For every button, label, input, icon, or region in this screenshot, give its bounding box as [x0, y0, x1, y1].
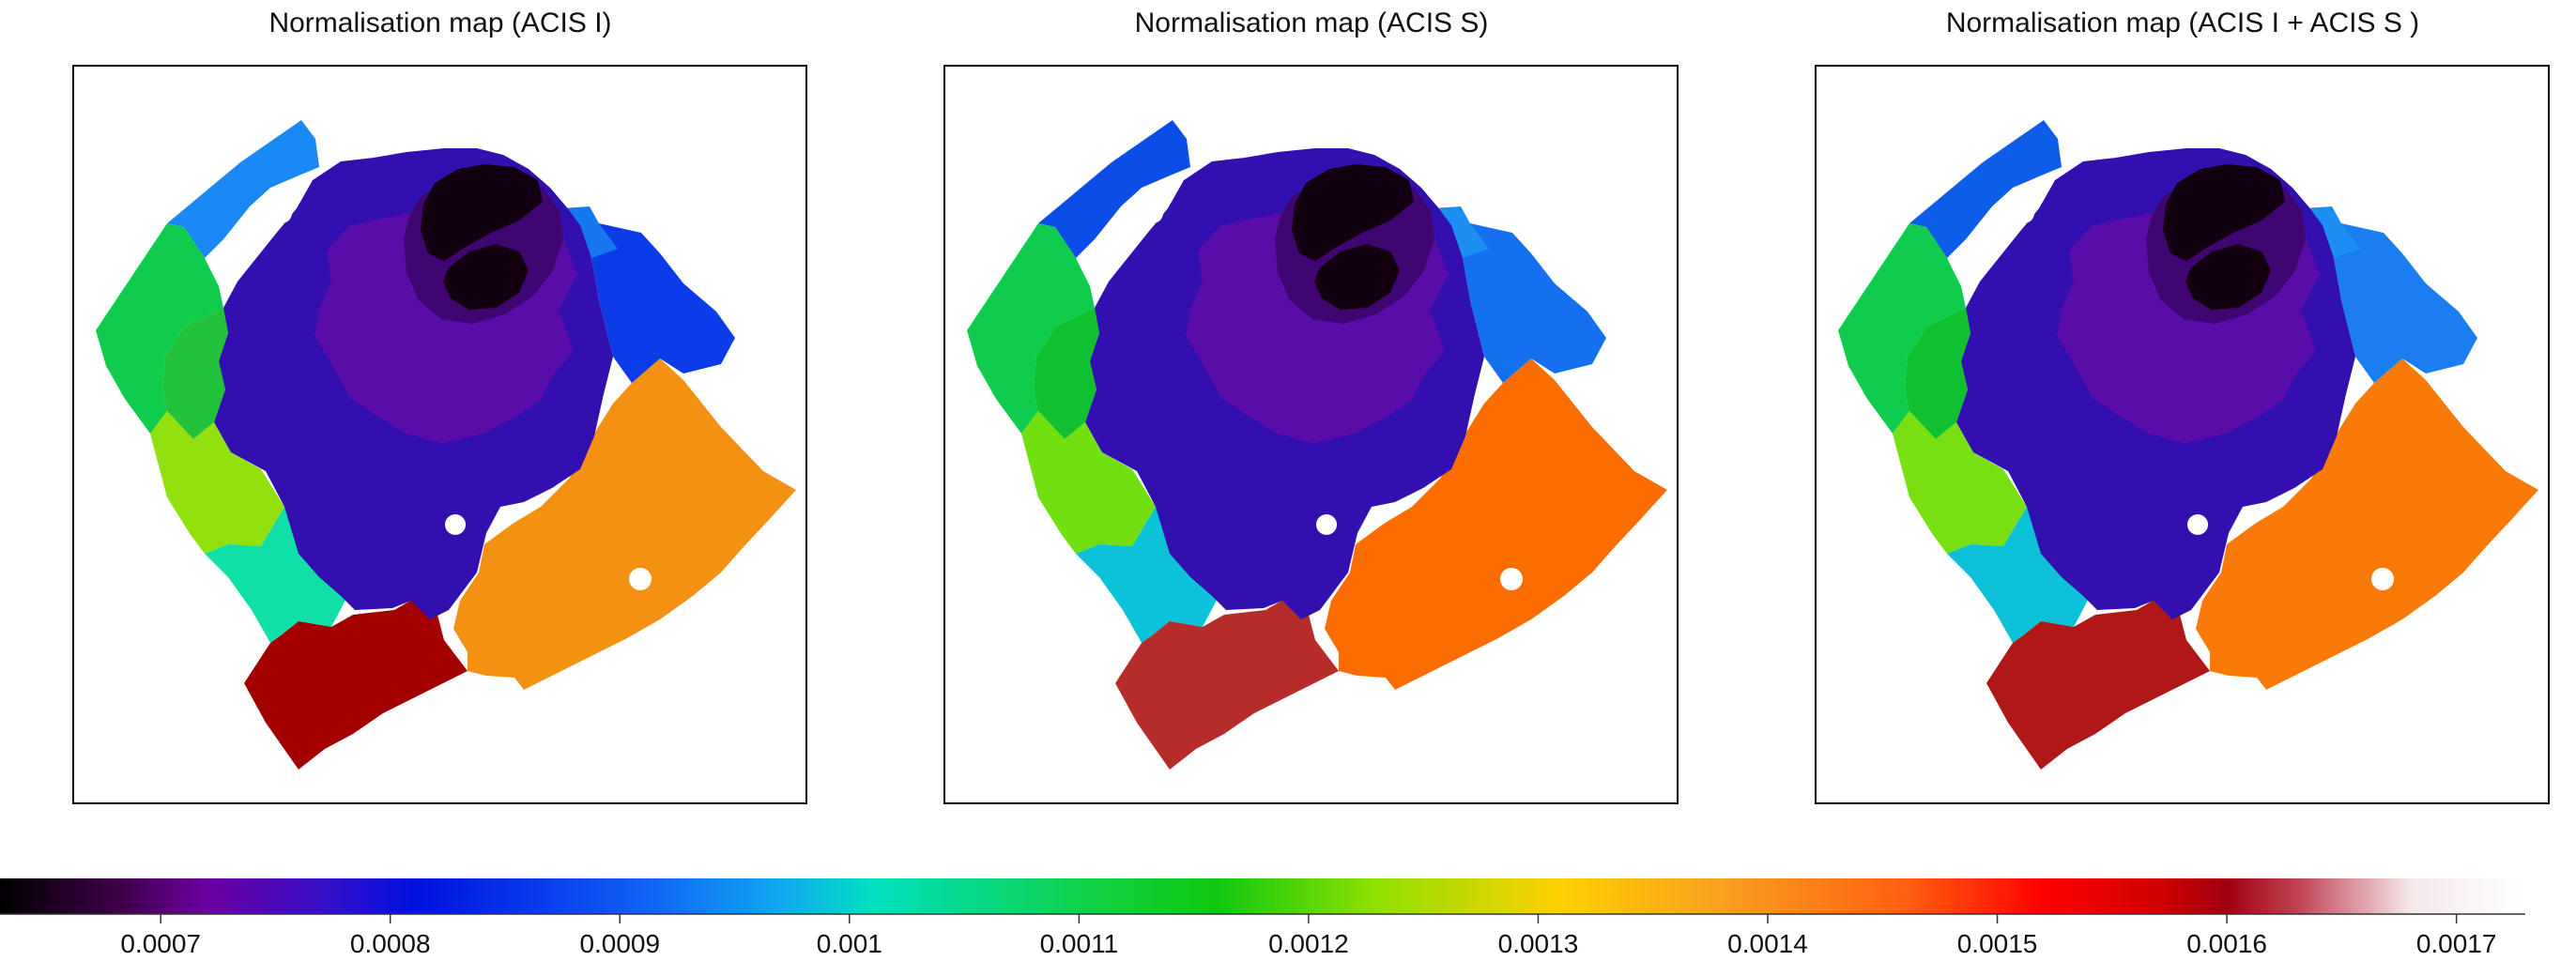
region-bottom: [1115, 596, 1339, 770]
region-north: [1909, 120, 2062, 258]
region-east: [453, 358, 796, 690]
region-map: [967, 120, 1667, 770]
region-core-center: [1314, 244, 1400, 310]
point-source-mask: [1142, 203, 1163, 223]
colorbar-tick-label: 0.001: [817, 929, 882, 958]
colorbar-tick-label: 0.0009: [579, 929, 660, 958]
region-west: [96, 223, 223, 434]
point-source-mask: [445, 514, 466, 535]
panel-acis-i-plus-s: Normalisation map (ACIS I + ACIS S ): [1815, 8, 2550, 804]
colorbar-tick-label: 0.0008: [350, 929, 431, 958]
region-core: [2163, 164, 2285, 261]
point-source-mask: [1316, 514, 1337, 535]
panel-acis-s: Normalisation map (ACIS S): [943, 8, 1679, 804]
region-south-west: [1021, 411, 1156, 554]
panel-title: Normalisation map (ACIS S): [1135, 8, 1489, 38]
panel-title: Normalisation map (ACIS I): [268, 8, 611, 38]
panel-acis-i: Normalisation map (ACIS I): [72, 8, 807, 804]
region-bottom: [1986, 596, 2210, 770]
point-source-mask: [2371, 568, 2394, 590]
colorbar-tick-label: 0.0013: [1498, 929, 1579, 958]
point-source-mask: [2014, 203, 2034, 223]
region-core: [1292, 164, 1414, 261]
colorbar-tick-label: 0.0016: [2186, 929, 2267, 958]
region-north-east: [2334, 223, 2477, 383]
colorbar-tick-label: 0.0007: [120, 929, 201, 958]
region-bottom: [244, 596, 468, 770]
colorbar-tick-label: 0.0011: [1040, 929, 1119, 958]
region-north-east: [1463, 223, 1606, 383]
colorbar-tick-label: 0.0017: [2416, 929, 2497, 958]
region-west: [1838, 223, 1966, 434]
region-core-center: [443, 244, 529, 310]
colorbar: 0.0007 0.0008 0.0009 0.001 0.0011 0.0012 0.001…: [0, 878, 2525, 958]
point-source-mask: [629, 568, 652, 590]
point-source-mask: [1500, 568, 1523, 590]
region-east: [2196, 358, 2538, 690]
region-map: [1838, 120, 2538, 770]
region-south-west: [1893, 411, 2027, 554]
region-map: [96, 120, 796, 770]
region-west-inner: [162, 308, 228, 439]
colorbar-tick-label: 0.0012: [1268, 929, 1349, 958]
region-west: [967, 223, 1095, 434]
region-south-west: [150, 411, 284, 554]
panel-title: Normalisation map (ACIS I + ACIS S ): [1946, 8, 2419, 38]
colorbar-gradient: [0, 878, 2525, 914]
region-east: [1325, 358, 1667, 690]
point-source-mask: [271, 203, 292, 223]
point-source-mask: [2187, 514, 2208, 535]
colorbar-ticks: 0.0007 0.0008 0.0009 0.001 0.0011 0.0012 0.001…: [120, 914, 2496, 958]
colorbar-tick-label: 0.0015: [1957, 929, 2038, 958]
region-west-inner: [1034, 308, 1099, 439]
region-west-inner: [1905, 308, 1970, 439]
region-north-east: [591, 223, 735, 383]
region-core-center: [2185, 244, 2271, 310]
region-north: [1038, 120, 1190, 258]
colorbar-tick-label: 0.0014: [1727, 929, 1808, 958]
region-north: [167, 120, 319, 258]
region-core: [421, 164, 543, 261]
